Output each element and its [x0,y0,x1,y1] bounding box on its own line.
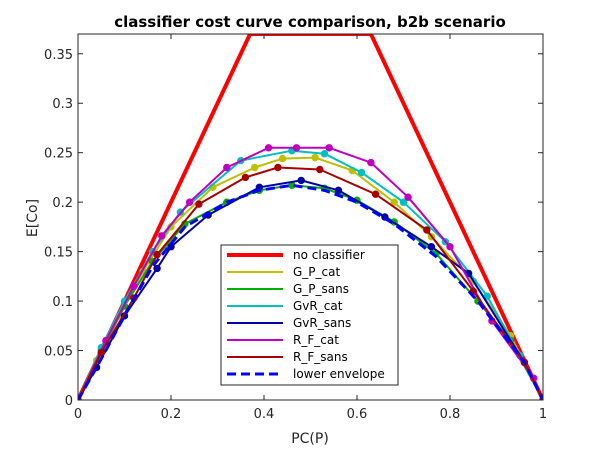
x-tick-label: 0 [74,407,82,422]
series-0 [78,34,543,400]
y-tick-label: 0.3 [52,97,73,112]
x-tick-label: 1 [539,407,547,422]
data-point [404,193,412,201]
data-point [371,190,380,198]
data-point [278,154,287,163]
data-point [223,163,231,172]
series-line [78,34,543,400]
x-tick-label: 0.4 [254,407,275,422]
series-line [78,149,543,400]
y-tick-label: 0.35 [44,48,73,63]
data-point [185,198,194,206]
legend-label: R_F_cat [293,333,339,347]
data-point [97,348,106,357]
data-point [195,200,203,208]
legend-label: no classifier [293,248,365,262]
data-point [274,163,282,172]
data-point [357,168,366,177]
data-point [251,163,259,172]
data-point [446,243,454,251]
legend-label: G_P_cat [293,265,340,279]
data-point [325,144,333,152]
data-point [158,232,166,240]
y-tick-label: 0.15 [44,246,73,261]
x-tick-label: 0.6 [347,407,368,422]
data-point [241,173,250,182]
data-point [292,144,301,152]
data-point [167,243,175,251]
data-point [153,250,161,259]
series-layer [78,34,543,400]
y-axis-label: E[Co] [25,199,41,237]
series-7 [78,183,543,400]
data-point [311,153,319,162]
data-point [367,158,375,167]
x-tick-label: 0.2 [161,407,182,422]
data-point [334,186,343,195]
y-tick-label: 0.1 [52,295,73,310]
y-tick-label: 0.25 [44,147,73,162]
legend-label: G_P_sans [293,282,349,296]
data-point [264,144,273,152]
x-tick-label: 0.8 [440,407,461,422]
data-point [399,198,408,206]
legend-box [220,244,399,386]
legend-label: R_F_sans [293,350,348,364]
data-point [130,282,138,290]
data-point [390,198,398,206]
data-point [297,176,305,185]
data-point [423,226,431,234]
legend: no classifier G_P_cat G_P_sans GvR_cat GvR_s… [220,244,399,386]
chart-title: classifier cost curve comparison, b2b sc… [114,13,506,31]
data-point [427,243,436,251]
legend-label: GvR_sans [293,316,351,330]
y-tick-label: 0.05 [44,345,73,360]
legend-label: lower envelope [293,367,385,381]
series-line [78,183,543,400]
legend-label: GvR_cat [293,299,343,313]
y-tick-label: 0.2 [52,196,73,211]
data-point [316,165,324,174]
x-axis-label: PC(P) [291,431,329,447]
y-tick-label: 0 [65,394,73,409]
data-point [320,150,329,158]
axes-layer: 0 0.2 0.4 0.6 0.8 1 0 0.05 0.1 0.15 0.2 0.25 0.3 0.35 [44,33,547,422]
axes-box [77,33,544,401]
data-point [153,264,161,273]
